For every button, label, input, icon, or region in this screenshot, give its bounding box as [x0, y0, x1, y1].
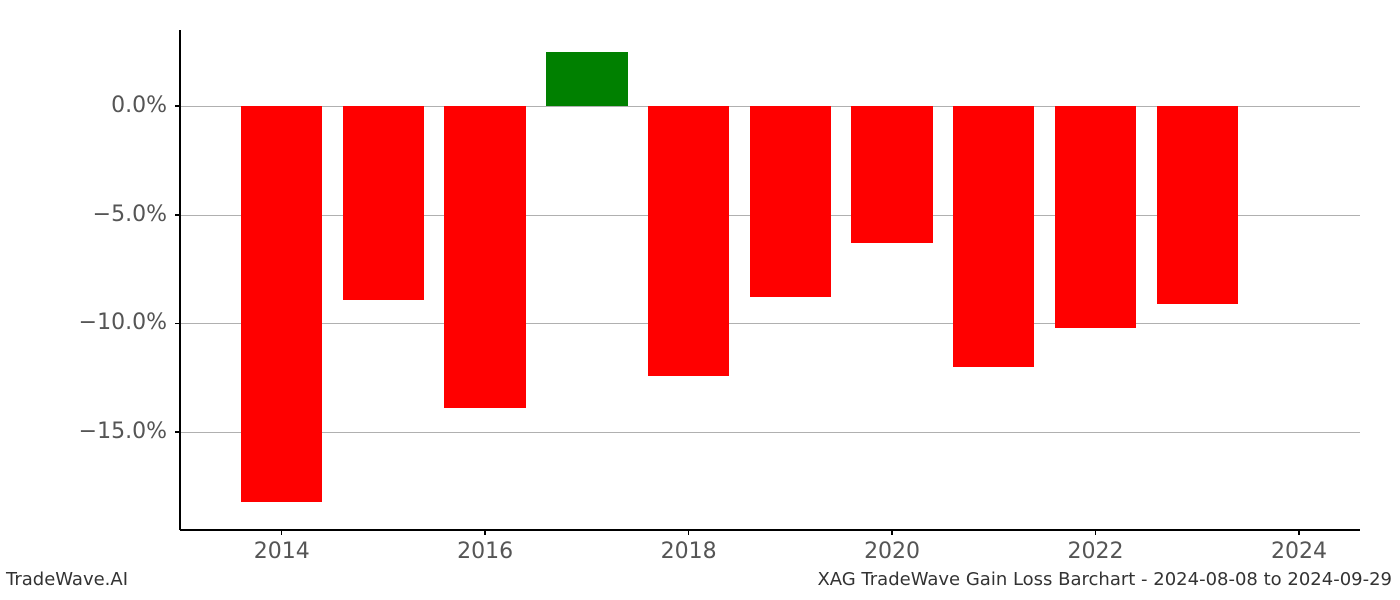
xtick-mark	[891, 530, 893, 535]
xtick-label: 2016	[455, 539, 515, 564]
bar	[1055, 106, 1136, 328]
bar	[851, 106, 932, 243]
bar	[750, 106, 831, 297]
x-axis-spine	[180, 529, 1360, 531]
bar	[953, 106, 1034, 367]
ytick-label: −10.0%	[79, 310, 167, 335]
ytick-label: −15.0%	[79, 419, 167, 444]
xtick-mark	[281, 530, 283, 535]
figure: −15.0% −10.0% −5.0% 0.0% 2014 2016 2018 2020 202…	[0, 0, 1400, 600]
bar	[648, 106, 729, 376]
xtick-mark	[688, 530, 690, 535]
xtick-mark	[484, 530, 486, 535]
bar	[1157, 106, 1238, 304]
gridline-y	[180, 432, 1360, 433]
xtick-mark	[1298, 530, 1300, 535]
footer-left-label: TradeWave.AI	[6, 569, 128, 590]
xtick-label: 2022	[1066, 539, 1126, 564]
xtick-label: 2018	[659, 539, 719, 564]
plot-area: −15.0%−10.0%−5.0%0.0%2014201620182020202…	[180, 30, 1360, 530]
xtick-label: 2014	[252, 539, 312, 564]
ytick-label: 0.0%	[111, 93, 167, 118]
gridline-y	[180, 323, 1360, 324]
bar	[546, 52, 627, 106]
xtick-label: 2024	[1269, 539, 1329, 564]
footer-right-label: XAG TradeWave Gain Loss Barchart - 2024-…	[817, 569, 1392, 590]
xtick-label: 2020	[862, 539, 922, 564]
y-axis-spine	[179, 30, 181, 530]
bar	[444, 106, 525, 408]
xtick-mark	[1095, 530, 1097, 535]
bar	[343, 106, 424, 299]
ytick-label: −5.0%	[93, 202, 167, 227]
bar	[241, 106, 322, 502]
